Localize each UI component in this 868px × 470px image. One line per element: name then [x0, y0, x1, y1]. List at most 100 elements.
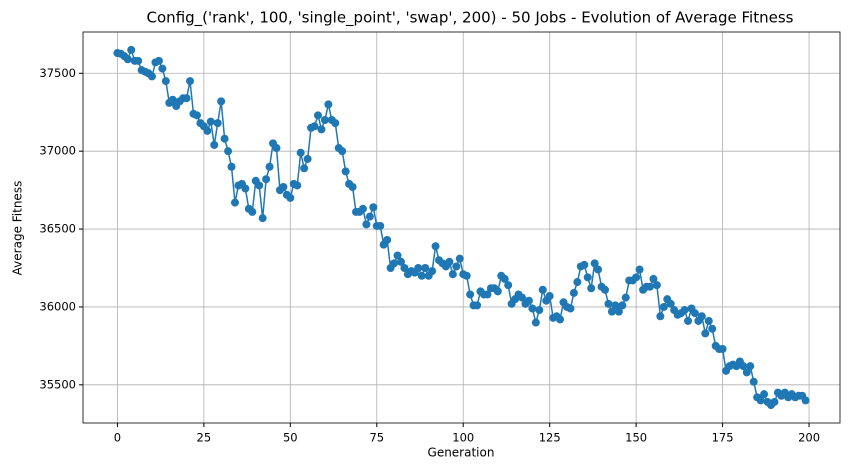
chart-title: Config_('rank', 100, 'single_point', 'sw…	[147, 9, 794, 28]
data-point	[310, 122, 319, 131]
data-point	[587, 284, 596, 293]
data-point	[680, 306, 689, 315]
data-point	[556, 315, 565, 324]
data-point	[483, 290, 492, 299]
data-point	[396, 257, 405, 266]
y-tick-label: 36000	[39, 299, 76, 313]
data-point	[566, 304, 575, 313]
data-point	[583, 273, 592, 282]
data-point	[313, 111, 322, 120]
data-point	[230, 198, 239, 207]
data-point	[590, 259, 599, 268]
x-tick-label: 75	[369, 431, 384, 445]
data-point	[206, 117, 215, 126]
data-point	[594, 265, 603, 274]
data-point	[168, 95, 177, 104]
data-point	[656, 312, 665, 321]
data-point	[303, 154, 312, 163]
data-point	[493, 287, 502, 296]
data-point	[756, 396, 765, 405]
data-point	[300, 164, 309, 173]
data-point	[265, 162, 274, 171]
data-point	[649, 274, 658, 283]
data-point	[445, 257, 454, 266]
data-point	[421, 264, 430, 273]
data-point	[473, 301, 482, 310]
data-point	[127, 45, 136, 54]
data-point	[293, 181, 302, 190]
data-point	[455, 254, 464, 263]
data-point	[524, 296, 533, 305]
data-point	[217, 97, 226, 106]
y-axis-label: Average Fitness	[11, 181, 25, 276]
data-point	[448, 270, 457, 279]
data-point	[383, 235, 392, 244]
data-point	[286, 193, 295, 202]
data-point	[255, 181, 264, 190]
data-point	[462, 271, 471, 280]
data-point	[801, 396, 810, 405]
y-tick-label: 35500	[39, 377, 76, 391]
data-point	[182, 94, 191, 103]
x-tick-label: 150	[625, 431, 647, 445]
data-point	[213, 119, 222, 128]
data-point	[500, 274, 509, 283]
data-point	[154, 56, 163, 65]
data-point	[220, 134, 229, 143]
data-point	[652, 281, 661, 290]
data-point	[320, 116, 329, 125]
data-point	[452, 262, 461, 271]
data-point	[210, 140, 219, 149]
data-point	[466, 290, 475, 299]
data-point	[248, 207, 257, 216]
data-point	[684, 316, 693, 325]
data-point	[580, 260, 589, 269]
data-point	[241, 184, 250, 193]
data-point	[611, 301, 620, 310]
data-point	[632, 273, 641, 282]
data-point	[518, 293, 527, 302]
data-point	[742, 368, 751, 377]
data-point	[417, 271, 426, 280]
data-point	[704, 316, 713, 325]
data-point	[224, 147, 233, 156]
data-point	[739, 362, 748, 371]
data-point	[770, 397, 779, 406]
data-point	[531, 318, 540, 327]
x-tick-label: 100	[452, 431, 474, 445]
data-point	[331, 119, 340, 128]
data-point	[324, 100, 333, 109]
data-point	[341, 167, 350, 176]
plot-frame	[82, 31, 841, 424]
data-point	[618, 301, 627, 310]
data-point	[203, 126, 212, 135]
data-point	[317, 125, 326, 134]
data-point	[760, 390, 769, 399]
data-point	[538, 285, 547, 294]
data-point	[621, 293, 630, 302]
data-point	[697, 312, 706, 321]
data-point	[614, 307, 623, 316]
data-point	[365, 212, 374, 221]
data-point	[362, 220, 371, 229]
data-point	[192, 111, 201, 120]
x-tick-label: 25	[197, 431, 212, 445]
data-point	[262, 175, 271, 184]
data-point	[393, 251, 402, 260]
x-axis-label: Generation	[428, 446, 495, 460]
data-point	[645, 282, 654, 291]
y-tick-label: 37000	[39, 144, 76, 158]
x-tick-label: 175	[712, 431, 734, 445]
data-point	[258, 214, 267, 223]
data-point	[186, 77, 195, 86]
x-tick-label: 0	[114, 431, 121, 445]
data-point	[414, 264, 423, 273]
data-point	[431, 242, 440, 251]
data-point	[348, 182, 357, 191]
data-point	[569, 288, 578, 297]
data-point	[604, 299, 613, 308]
data-point	[338, 147, 347, 156]
data-point	[601, 285, 610, 294]
